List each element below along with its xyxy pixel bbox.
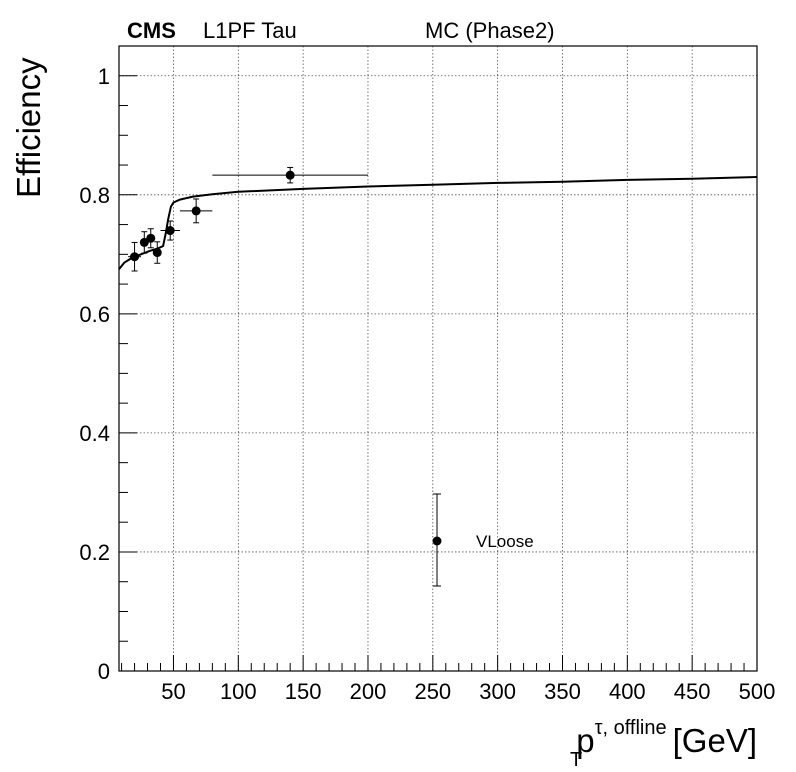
data-point <box>285 170 295 180</box>
x-tick-label: 400 <box>609 679 646 704</box>
data-point <box>165 226 175 236</box>
x-tick-label: 100 <box>220 679 257 704</box>
y-tick-label: 1 <box>98 64 110 89</box>
y-tick-label: 0.4 <box>79 421 110 446</box>
experiment-label: CMS <box>127 18 176 43</box>
x-tick-label: 450 <box>674 679 711 704</box>
subtitle-label: L1PF Tau <box>203 18 297 43</box>
x-tick-label: 200 <box>350 679 387 704</box>
x-tick-label: 350 <box>544 679 581 704</box>
x-axis-title-superscript: τ, offline <box>595 717 667 739</box>
fit-curve-group <box>118 176 758 270</box>
x-axis-title: pτ, offline [GeV] <box>576 717 757 759</box>
data-point <box>152 248 162 258</box>
x-tick-label: 50 <box>161 679 185 704</box>
data-point <box>130 252 140 262</box>
data-point <box>146 233 156 243</box>
y-tick-label: 0.6 <box>79 302 110 327</box>
data-points <box>128 166 368 272</box>
x-tick-label: 300 <box>479 679 516 704</box>
y-tick-label: 0.8 <box>79 183 110 208</box>
legend-label: VLoose <box>476 532 534 551</box>
legend-marker <box>432 536 442 546</box>
data-point <box>139 237 149 247</box>
y-axis-title: Efficiency <box>10 57 47 198</box>
plot-frame <box>118 45 758 672</box>
legend: VLoose <box>432 493 534 587</box>
x-tick-label: 500 <box>739 679 776 704</box>
x-tick-label: 250 <box>414 679 451 704</box>
data-point <box>191 206 201 216</box>
y-tick-label: 0.2 <box>79 540 110 565</box>
x-tick-labels: 50 100 150 200 250 300 350 400 450 500 <box>161 679 775 704</box>
y-tick-labels: 0 0.2 0.4 0.6 0.8 1 <box>79 64 110 684</box>
x-axis-title-base: p <box>576 722 594 759</box>
fit-curve <box>118 176 758 270</box>
x-axis-title-unit: [GeV] <box>673 722 757 759</box>
sample-label: MC (Phase2) <box>425 18 555 43</box>
y-tick-label: 0 <box>98 659 110 684</box>
x-tick-label: 150 <box>285 679 322 704</box>
x-axis-title-subscript: T <box>570 749 582 771</box>
